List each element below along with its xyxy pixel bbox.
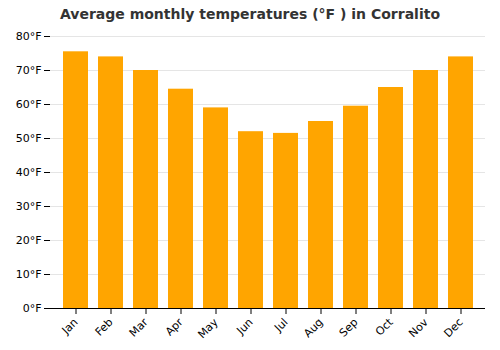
svg-text:40°F: 40°F [16, 166, 42, 179]
svg-text:Aug: Aug [301, 316, 325, 340]
svg-text:Nov: Nov [406, 315, 431, 340]
svg-text:50°F: 50°F [16, 132, 42, 145]
svg-text:Jan: Jan [59, 316, 81, 338]
svg-text:20°F: 20°F [16, 234, 42, 247]
svg-text:Jun: Jun [234, 316, 256, 338]
svg-text:Dec: Dec [441, 316, 465, 340]
svg-text:Mar: Mar [127, 315, 151, 339]
svg-text:Oct: Oct [373, 315, 396, 338]
svg-text:30°F: 30°F [16, 200, 42, 213]
svg-text:May: May [195, 315, 221, 341]
svg-text:60°F: 60°F [16, 98, 42, 111]
svg-text:Feb: Feb [93, 316, 116, 339]
svg-text:10°F: 10°F [16, 268, 42, 281]
svg-text:Apr: Apr [163, 315, 186, 338]
svg-text:Sep: Sep [337, 316, 361, 340]
svg-text:0°F: 0°F [23, 302, 42, 315]
html-text:Average monthly temperatures (: Average monthly temperatures (°F ) in Co… [60, 6, 440, 22]
svg-text:70°F: 70°F [16, 64, 42, 77]
svg-text:Jul: Jul [271, 316, 290, 335]
svg-text:80°F: 80°F [16, 30, 42, 43]
